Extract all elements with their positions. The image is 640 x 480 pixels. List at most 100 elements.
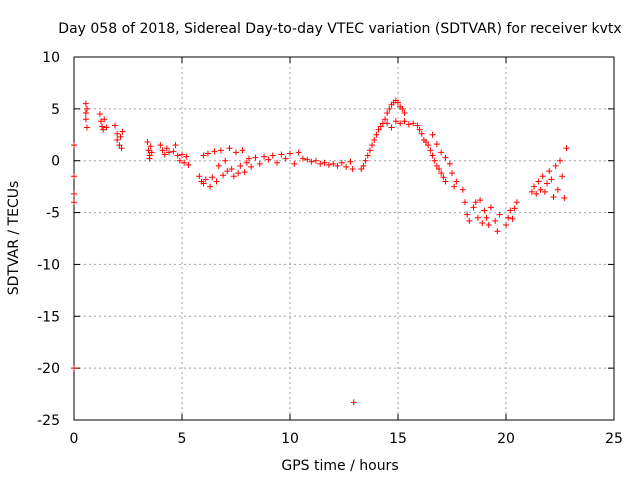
data-point bbox=[371, 136, 378, 143]
data-point bbox=[202, 176, 209, 183]
data-point bbox=[377, 123, 384, 130]
data-point bbox=[546, 168, 553, 175]
data-point bbox=[494, 228, 501, 235]
data-point bbox=[481, 207, 488, 214]
data-point bbox=[278, 151, 285, 158]
data-point bbox=[252, 154, 259, 161]
data-point bbox=[349, 166, 356, 173]
data-point bbox=[554, 186, 561, 193]
data-point bbox=[375, 126, 382, 133]
data-point bbox=[446, 160, 453, 167]
data-point bbox=[83, 124, 90, 131]
data-point bbox=[243, 159, 250, 166]
data-point bbox=[269, 152, 276, 159]
data-point bbox=[438, 149, 445, 156]
data-point bbox=[99, 123, 106, 130]
data-point bbox=[528, 188, 535, 195]
data-point bbox=[418, 130, 425, 137]
data-point bbox=[373, 131, 380, 138]
data-point bbox=[401, 118, 408, 125]
data-point bbox=[161, 151, 168, 158]
data-point bbox=[397, 120, 404, 127]
data-point bbox=[366, 147, 373, 154]
y-tick-label: 10 bbox=[42, 50, 60, 66]
data-point bbox=[174, 152, 181, 159]
data-point bbox=[222, 157, 229, 164]
data-point bbox=[358, 166, 365, 173]
data-point bbox=[317, 160, 324, 167]
data-point bbox=[384, 120, 391, 127]
data-point bbox=[425, 142, 432, 149]
x-tick-label: 10 bbox=[281, 431, 299, 447]
data-point bbox=[146, 155, 153, 162]
data-point bbox=[287, 150, 293, 157]
data-point bbox=[308, 158, 315, 165]
data-point bbox=[211, 148, 218, 155]
data-point bbox=[405, 121, 412, 128]
data-point bbox=[114, 130, 121, 137]
data-point bbox=[442, 178, 449, 185]
data-point bbox=[464, 211, 471, 218]
data-point bbox=[304, 156, 311, 163]
data-point bbox=[291, 160, 298, 167]
data-point bbox=[321, 159, 328, 166]
data-point bbox=[369, 142, 376, 149]
data-point bbox=[395, 99, 401, 106]
data-point bbox=[233, 149, 239, 156]
data-point bbox=[224, 168, 231, 175]
data-points bbox=[71, 97, 570, 406]
data-point bbox=[209, 174, 216, 181]
y-tick-label: -25 bbox=[37, 413, 60, 429]
data-point bbox=[459, 186, 466, 193]
data-point bbox=[485, 222, 492, 229]
data-point bbox=[100, 126, 107, 133]
data-point bbox=[117, 133, 124, 140]
data-point bbox=[483, 214, 490, 221]
data-point bbox=[200, 180, 207, 187]
data-point bbox=[537, 186, 544, 193]
data-point bbox=[431, 157, 438, 164]
data-point bbox=[82, 110, 89, 117]
data-point bbox=[466, 217, 473, 224]
data-point bbox=[235, 170, 242, 177]
data-point bbox=[503, 222, 509, 229]
data-point bbox=[166, 149, 173, 156]
data-point bbox=[513, 199, 520, 206]
x-tick-label: 5 bbox=[178, 431, 187, 447]
data-point bbox=[535, 178, 542, 185]
data-point bbox=[213, 178, 220, 185]
data-point bbox=[552, 162, 559, 169]
data-point bbox=[71, 173, 77, 180]
data-point bbox=[451, 183, 458, 190]
data-point bbox=[163, 145, 170, 152]
data-point bbox=[119, 128, 126, 135]
data-point bbox=[334, 162, 341, 169]
y-tick-label: 0 bbox=[51, 154, 60, 170]
x-tick-label: 20 bbox=[497, 431, 515, 447]
y-tick-label: 5 bbox=[51, 102, 60, 118]
data-point bbox=[176, 157, 183, 164]
data-point bbox=[531, 183, 538, 190]
data-point bbox=[429, 152, 436, 159]
x-tick-label: 15 bbox=[389, 431, 407, 447]
data-point bbox=[399, 105, 406, 112]
data-point bbox=[248, 163, 255, 170]
data-point bbox=[170, 148, 177, 155]
data-point bbox=[256, 160, 263, 167]
data-point bbox=[347, 158, 354, 165]
data-point bbox=[204, 150, 211, 157]
data-point bbox=[472, 199, 479, 206]
data-point bbox=[144, 139, 151, 146]
data-point bbox=[71, 190, 77, 197]
data-point bbox=[429, 131, 436, 138]
data-point bbox=[343, 163, 350, 170]
data-point bbox=[98, 118, 104, 125]
data-point bbox=[507, 207, 514, 214]
data-point bbox=[207, 183, 214, 190]
data-point bbox=[181, 159, 188, 166]
data-point bbox=[436, 166, 443, 173]
data-point bbox=[550, 194, 557, 201]
data-point bbox=[548, 176, 555, 183]
data-point bbox=[453, 178, 460, 185]
